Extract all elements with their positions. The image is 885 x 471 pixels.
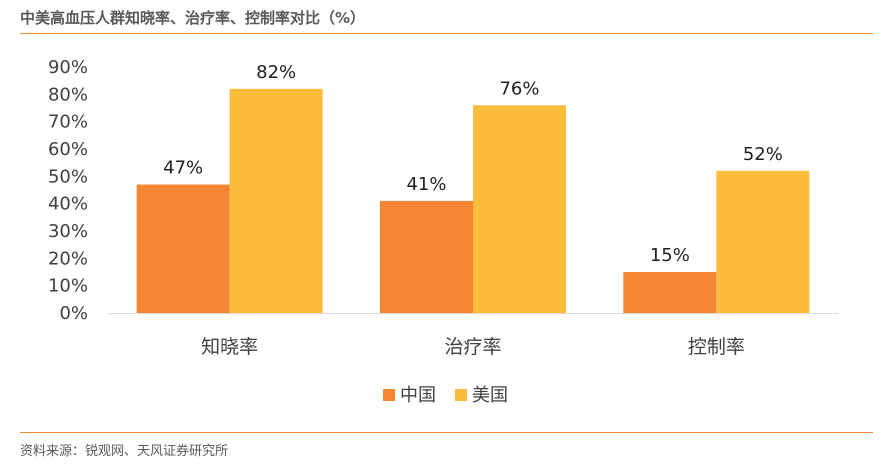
legend-swatch — [383, 389, 395, 401]
bar-data-label: 47% — [163, 158, 203, 179]
bar-data-label: 41% — [406, 174, 446, 195]
bar-data-label: 76% — [499, 78, 539, 99]
x-category-label: 治疗率 — [444, 336, 501, 358]
y-tick-label: 40% — [48, 194, 88, 215]
bar-chart: 0% 10% 20% 30% 40% 50% 60% 70% 80% 90% 47% 82% 41% 7… — [48, 57, 838, 406]
bar-series-1 — [623, 272, 717, 313]
y-tick-label: 50% — [48, 166, 88, 187]
y-axis: 0% 10% 20% 30% 40% 50% 60% 70% 80% 90% — [48, 57, 88, 324]
y-tick-label: 30% — [48, 221, 88, 242]
bar-series-2 — [473, 105, 566, 314]
bar-data-label: 15% — [650, 245, 690, 266]
title-divider — [20, 33, 873, 34]
bar-data-label: 52% — [743, 144, 783, 165]
bars — [136, 88, 810, 314]
y-tick-label: 90% — [48, 57, 88, 78]
y-tick-label: 20% — [48, 248, 88, 269]
bar-series-1 — [380, 200, 473, 313]
y-tick-label: 0% — [59, 303, 88, 324]
legend: 中国 美国 — [383, 385, 508, 406]
x-category-label: 控制率 — [688, 336, 745, 358]
legend-label: 中国 — [400, 385, 436, 406]
bar-data-label: 82% — [256, 62, 296, 83]
y-tick-label: 70% — [48, 112, 88, 133]
x-category-label: 知晓率 — [201, 336, 258, 358]
y-tick-label: 60% — [48, 139, 88, 160]
source-note: 资料来源：锐观网、天风证券研究所 — [20, 444, 229, 459]
legend-swatch — [455, 389, 467, 401]
bar-series-1 — [136, 184, 230, 313]
bar-series-2 — [716, 170, 810, 313]
source-divider — [20, 432, 873, 433]
data-labels: 47% 82% 41% 76% 15% 52% — [163, 62, 783, 266]
chart-title: 中美高血压人群知晓率、治疗率、控制率对比（%） — [20, 9, 366, 27]
legend-label: 美国 — [472, 385, 508, 406]
y-tick-label: 80% — [48, 84, 88, 105]
bar-series-2 — [229, 88, 323, 313]
category-labels: 知晓率 治疗率 控制率 — [201, 336, 745, 358]
y-tick-label: 10% — [48, 276, 88, 297]
